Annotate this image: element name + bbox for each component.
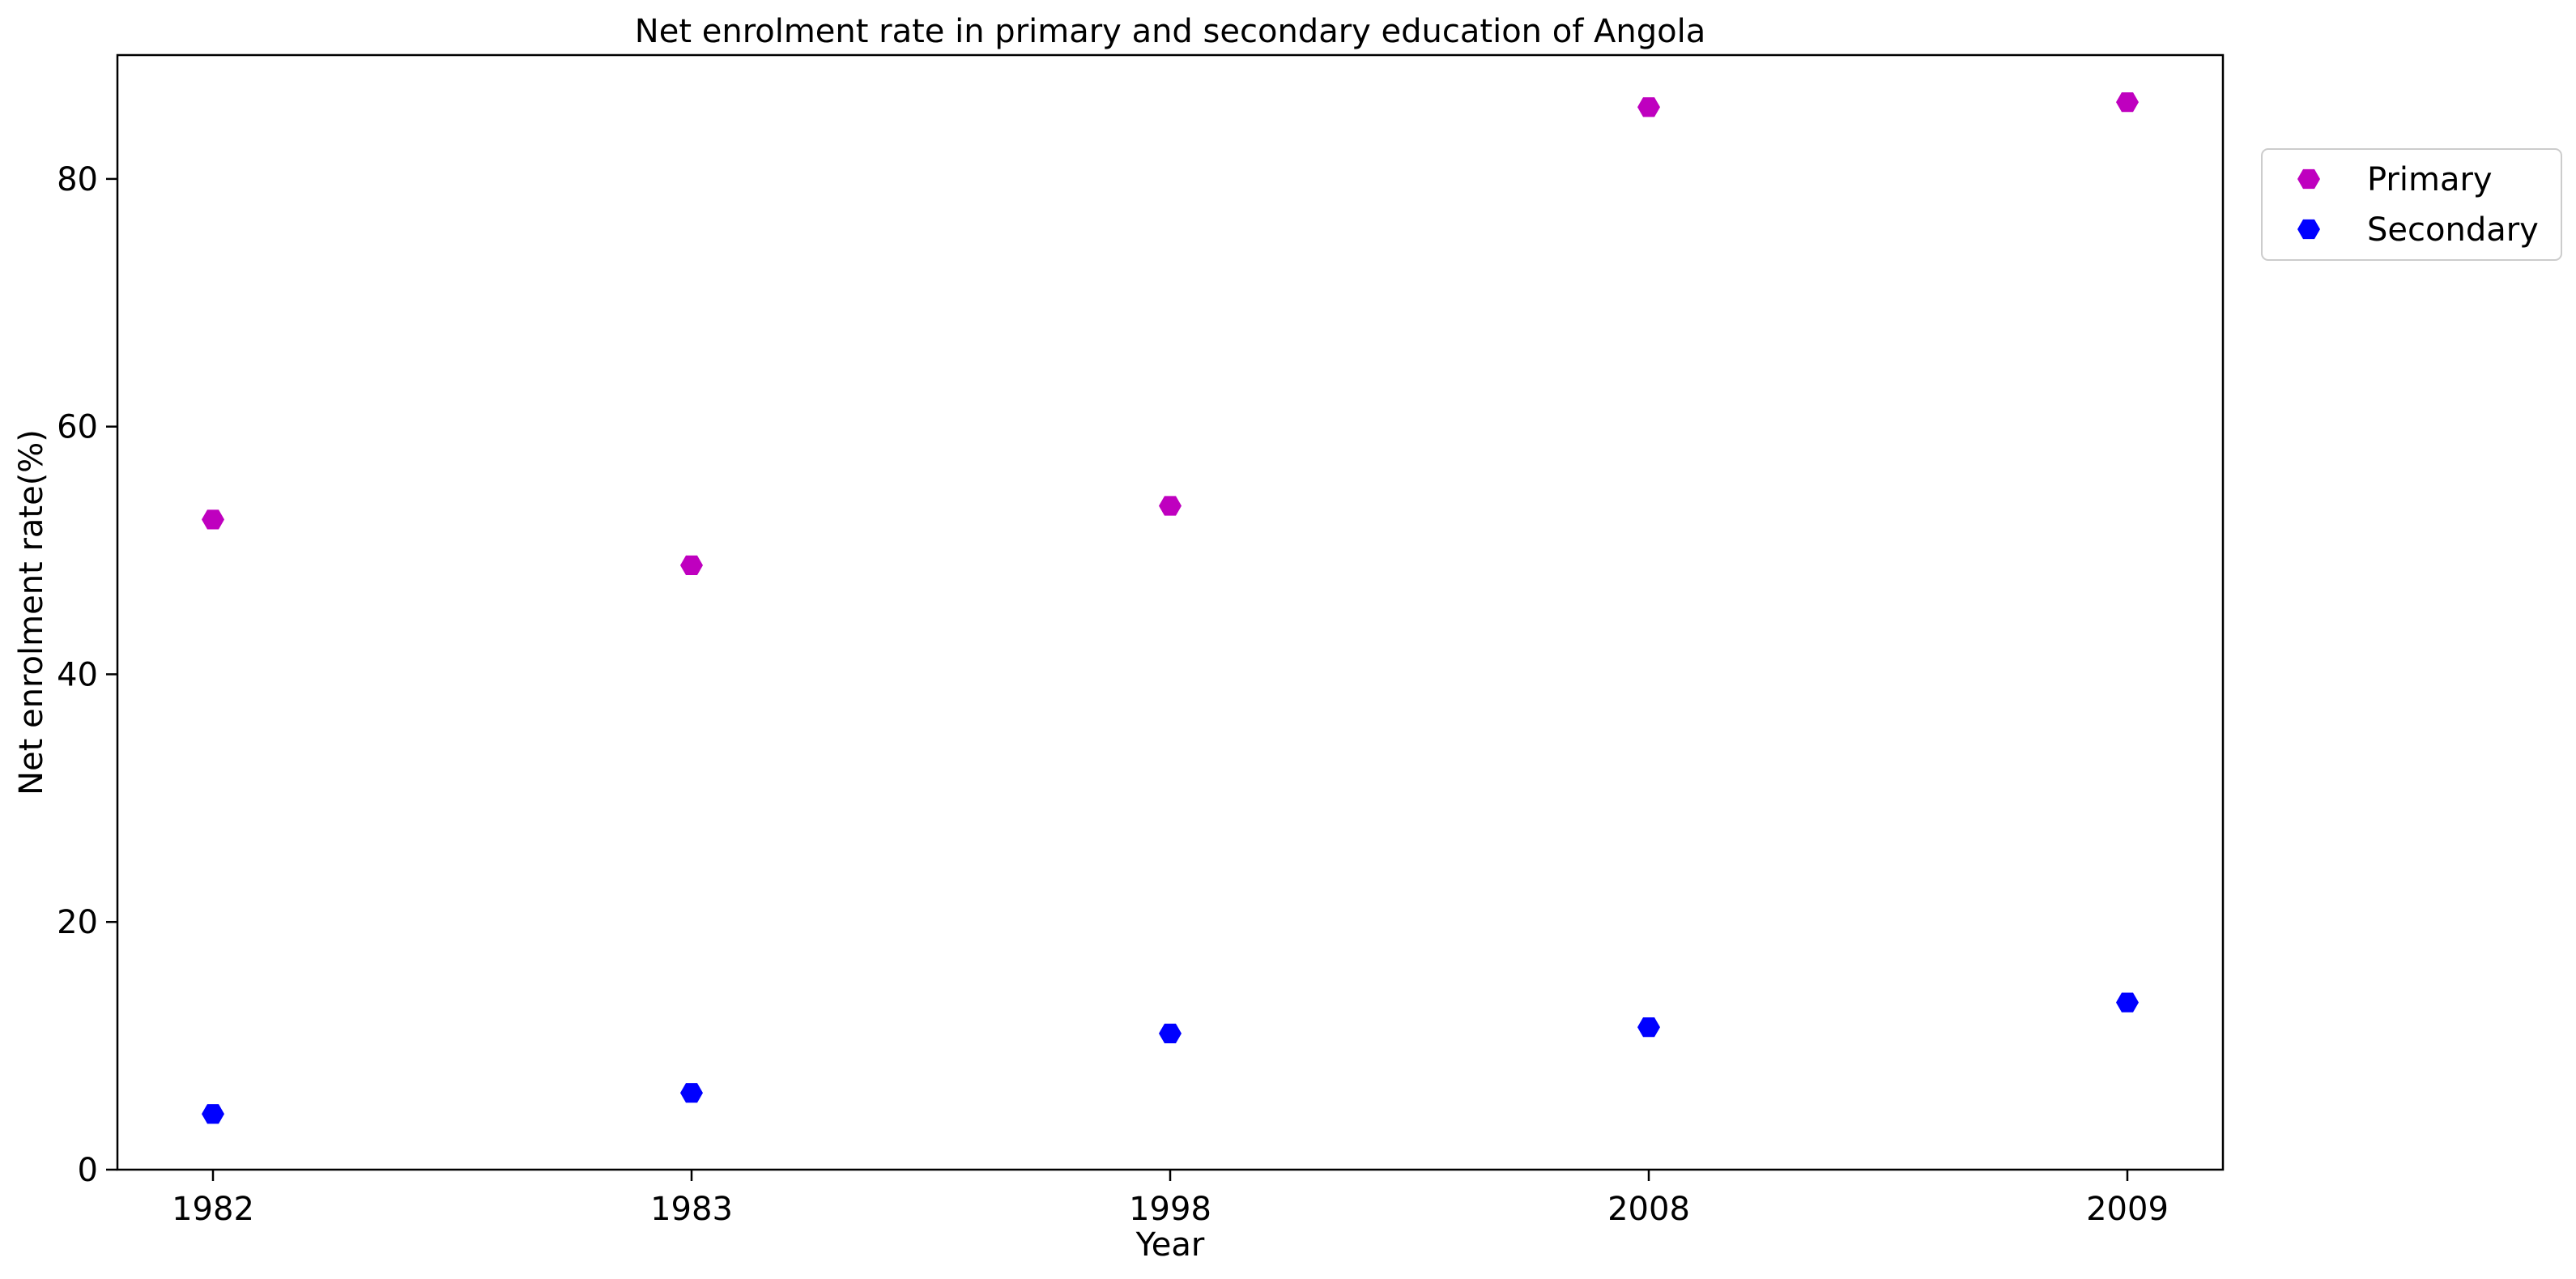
x-tick-label: 2008 [1607,1191,1690,1228]
y-axis-label: Net enrolment rate(%) [13,429,50,795]
point-primary-1998 [1159,496,1182,516]
x-tick-label: 2009 [2086,1191,2169,1228]
y-axis: 0 20 40 60 80 [57,161,117,1189]
y-tick-label: 80 [57,161,98,198]
x-tick-label: 1982 [172,1191,254,1228]
point-secondary-1998 [1159,1023,1182,1043]
point-primary-1983 [680,555,703,576]
point-primary-1982 [202,509,224,530]
point-secondary-2009 [2116,992,2139,1013]
point-secondary-1982 [202,1104,224,1124]
legend: Primary Secondary [2261,148,2562,261]
plot-area-frame [116,53,2225,1171]
x-tick-label: 1998 [1129,1191,1211,1228]
point-secondary-1983 [680,1083,703,1103]
x-tick-label: 1983 [650,1191,733,1228]
point-primary-2008 [1637,97,1660,117]
data-points [202,92,2139,1124]
legend-label-secondary: Secondary [2367,211,2539,249]
legend-label-primary: Primary [2367,161,2493,198]
y-tick-label: 40 [57,656,98,693]
x-axis-label: Year [1135,1226,1205,1264]
y-tick-label: 0 [78,1152,98,1189]
legend-marker-secondary [2297,219,2320,240]
y-tick-label: 20 [57,904,98,941]
legend-marker-primary [2297,168,2320,190]
point-primary-2009 [2116,92,2139,113]
point-secondary-2008 [1637,1017,1660,1038]
legend-frame [2261,148,2562,261]
x-axis: 1982 1983 1998 2008 2009 [172,1170,2169,1228]
chart-title: Net enrolment rate in primary and second… [635,13,1705,50]
y-tick-label: 60 [57,409,98,446]
